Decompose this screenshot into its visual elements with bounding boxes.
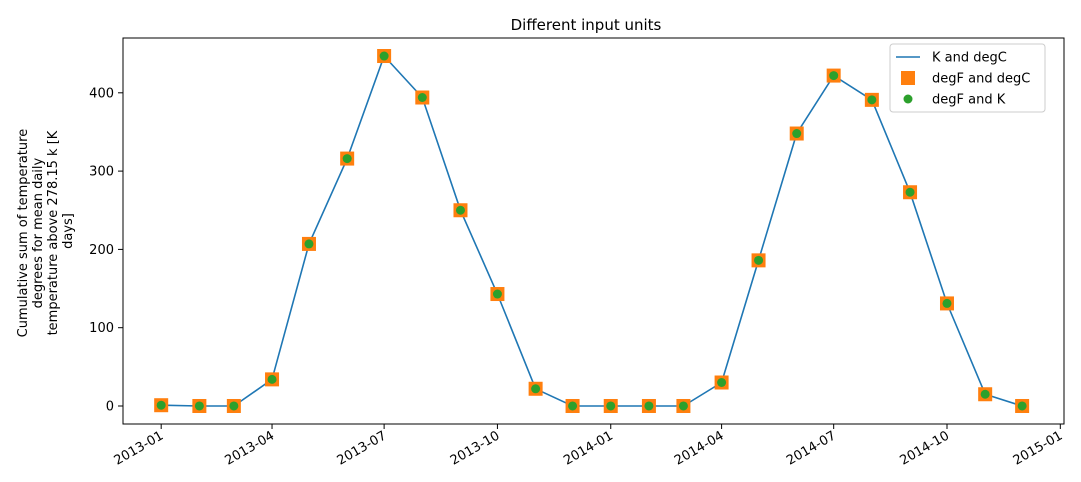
circle-marker (717, 378, 727, 388)
legend-label: degF and K (932, 93, 1006, 108)
circle-marker (531, 384, 541, 394)
y-tick-label: 100 (89, 321, 114, 336)
circle-marker (156, 400, 166, 410)
legend-square-swatch (901, 71, 915, 85)
x-tick-label: 2013-07 (335, 428, 390, 468)
plot-frame (122, 37, 1065, 425)
x-tick-label: 2014-04 (672, 428, 727, 468)
plot-marks (154, 49, 1030, 413)
circle-marker (379, 51, 389, 61)
circle-marker (644, 401, 654, 411)
circle-marker (942, 298, 952, 308)
y-axis-label: Cumulative sum of temperature degrees fo… (16, 125, 76, 338)
circle-marker (267, 374, 277, 384)
y-tick-label: 400 (89, 86, 114, 101)
circle-marker (492, 289, 502, 299)
y-tick-label: 0 (106, 399, 114, 414)
circle-marker (867, 95, 877, 105)
x-tick-label: 2013-01 (112, 428, 167, 468)
x-tick-label: 2015-01 (1011, 428, 1066, 468)
legend: K and degC degF and degC degF and K (889, 43, 1046, 113)
circle-marker (568, 401, 578, 411)
chart-title: Different input units (511, 16, 662, 34)
legend-label: K and degC (932, 51, 1007, 66)
circle-marker (417, 93, 427, 103)
x-tick-label: 2014-10 (897, 428, 952, 468)
y-tick-label: 200 (89, 243, 114, 258)
legend-box (889, 43, 1046, 113)
y-tick-label: 300 (89, 165, 114, 180)
circle-marker (606, 401, 616, 411)
legend-circle-swatch (903, 94, 913, 104)
circle-marker (829, 71, 839, 81)
circle-marker (754, 255, 764, 265)
circle-marker (455, 205, 465, 215)
y-axis-label-line-3: temperature above 278.15 k [K (46, 130, 61, 335)
x-tick-label: 2014-01 (561, 428, 616, 468)
circle-marker (229, 401, 239, 411)
circle-marker (194, 401, 204, 411)
y-axis-label-line-4: days] (61, 213, 76, 249)
circle-marker (905, 187, 915, 197)
x-tick-label: 2014-07 (784, 428, 839, 468)
circle-marker (304, 239, 314, 249)
circle-marker (342, 154, 352, 164)
y-axis-label-line-1: Cumulative sum of temperature (16, 129, 31, 338)
x-tick-label: 2013-10 (448, 428, 503, 468)
series-line-0 (161, 54, 1023, 407)
circle-marker (792, 129, 802, 139)
x-tick-label: 2013-04 (222, 428, 277, 468)
y-axis-label-line-2: degrees for mean daily (31, 157, 46, 308)
circle-marker (980, 389, 990, 399)
circle-marker (1017, 401, 1027, 411)
legend-label: degF and degC (932, 72, 1030, 87)
circle-marker (678, 401, 688, 411)
